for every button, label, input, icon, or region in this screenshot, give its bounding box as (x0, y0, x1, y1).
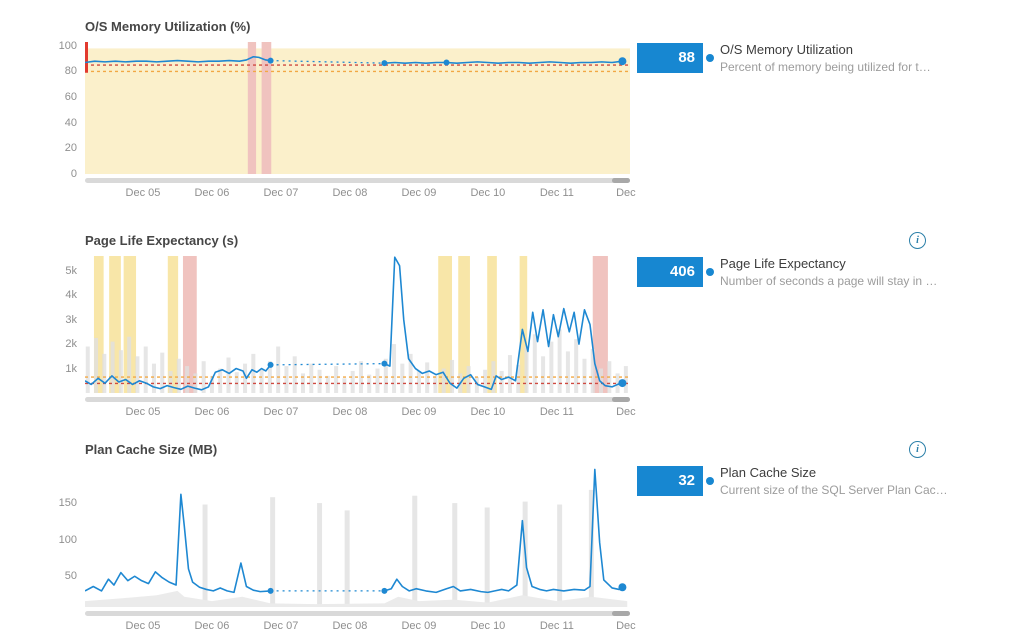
x-tick-label: Dec 11 (539, 406, 574, 418)
y-tick-label: 2k (65, 338, 77, 351)
chart-canvas[interactable] (85, 465, 630, 607)
y-tick-label: 150 (58, 497, 77, 510)
x-tick-label: Dec (616, 187, 636, 199)
info-icon[interactable]: i (909, 440, 926, 458)
chart-column: 5k 4k 3k 2k 1k Dec 05 Dec 06 Dec 07 Dec 08 Dec 0… (0, 256, 636, 421)
chart-section-plan-cache-size: Plan Cache Size (MB) i 150 100 50 Dec 05 De… (0, 440, 1024, 635)
x-tick-label: Dec 06 (194, 187, 230, 199)
x-axis: Dec 05 Dec 06 Dec 07 Dec 08 Dec 09 Dec 10 Dec … (85, 186, 638, 202)
x-tick-label: Dec 06 (194, 620, 230, 632)
scrollbar-handle[interactable] (612, 397, 630, 402)
scrollbar-handle[interactable] (612, 611, 630, 616)
x-tick-label: Dec (616, 406, 636, 418)
x-tick-label: Dec 07 (263, 187, 299, 199)
chart-header: Plan Cache Size (MB) i (85, 440, 926, 458)
x-tick-label: Dec 10 (470, 406, 506, 418)
y-tick-label: 80 (64, 65, 77, 78)
metric-description: Number of seconds a page will stay in … (720, 274, 938, 288)
metric-label[interactable]: Page Life Expectancy (720, 256, 846, 271)
y-tick-label: 5k (65, 264, 77, 277)
x-tick-label: Dec 08 (332, 406, 368, 418)
y-tick-label: 1k (65, 362, 77, 375)
x-tick-label: Dec 10 (470, 620, 506, 632)
x-tick-label: Dec 11 (539, 187, 574, 199)
chart-column: 100 80 60 40 20 0 Dec 05 Dec 06 Dec 07 Dec 08 Dec… (0, 40, 636, 202)
chart-scrollbar[interactable] (85, 178, 630, 183)
x-tick-label: Dec 08 (332, 187, 368, 199)
metric-description: Percent of memory being utilized for t… (720, 60, 931, 74)
metric-description: Current size of the SQL Server Plan Cac… (720, 483, 948, 497)
y-tick-label: 4k (65, 289, 77, 302)
series-dot-icon (706, 54, 714, 62)
series-dot-icon (706, 268, 714, 276)
chart-title: O/S Memory Utilization (%) (85, 18, 251, 34)
x-axis: Dec 05 Dec 06 Dec 07 Dec 08 Dec 09 Dec 10 Dec … (85, 619, 638, 635)
series-dot-icon (706, 477, 714, 485)
x-tick-label: Dec (616, 620, 636, 632)
x-tick-label: Dec 07 (263, 620, 299, 632)
y-tick-label: 0 (70, 168, 77, 180)
x-tick-label: Dec 09 (401, 406, 437, 418)
y-tick-label: 100 (58, 39, 77, 52)
y-tick-label: 40 (64, 116, 77, 129)
chart-header: O/S Memory Utilization (%) (85, 18, 926, 34)
metric-legend: 32 Plan Cache Size Current size of the S… (630, 465, 948, 497)
x-tick-label: Dec 09 (401, 620, 437, 632)
chart-plot[interactable]: 150 100 50 (59, 465, 630, 607)
chart-title: Page Life Expectancy (s) (85, 232, 239, 248)
metric-value-badge[interactable]: 88 (637, 43, 703, 73)
x-tick-label: Dec 05 (125, 620, 161, 632)
chart-scrollbar[interactable] (85, 611, 630, 616)
y-tick-label: 50 (64, 570, 77, 583)
y-tick-label: 3k (65, 313, 77, 326)
chart-scrollbar[interactable] (85, 397, 630, 402)
chart-column: 150 100 50 Dec 05 Dec 06 Dec 07 Dec 08 Dec 09 D… (0, 465, 636, 635)
chart-canvas[interactable] (85, 256, 630, 393)
metric-label[interactable]: Plan Cache Size (720, 465, 817, 480)
metric-legend: 406 Page Life Expectancy Number of secon… (630, 256, 937, 288)
x-tick-label: Dec 07 (263, 406, 299, 418)
x-tick-label: Dec 11 (539, 620, 574, 632)
metric-legend: 88 O/S Memory Utilization Percent of mem… (630, 42, 931, 74)
y-tick-label: 20 (64, 142, 77, 155)
y-tick-label: 100 (58, 533, 77, 546)
scrollbar-handle[interactable] (612, 178, 630, 183)
metric-value-badge[interactable]: 32 (637, 466, 703, 496)
metric-label[interactable]: O/S Memory Utilization (720, 42, 853, 57)
x-tick-label: Dec 08 (332, 620, 368, 632)
x-axis: Dec 05 Dec 06 Dec 07 Dec 08 Dec 09 Dec 10 Dec … (85, 405, 638, 421)
chart-plot[interactable]: 100 80 60 40 20 0 (59, 40, 630, 180)
x-tick-label: Dec 05 (125, 406, 161, 418)
chart-title: Plan Cache Size (MB) (85, 441, 218, 457)
x-tick-label: Dec 09 (401, 187, 437, 199)
x-tick-label: Dec 05 (125, 187, 161, 199)
chart-plot[interactable]: 5k 4k 3k 2k 1k (65, 256, 630, 393)
x-tick-label: Dec 06 (194, 406, 230, 418)
info-icon[interactable]: i (909, 231, 926, 249)
x-tick-label: Dec 10 (470, 187, 506, 199)
chart-section-page-life-expectancy: Page Life Expectancy (s) i 5k 4k 3k 2k 1k De… (0, 231, 1024, 421)
chart-canvas[interactable] (85, 42, 630, 174)
y-tick-label: 60 (64, 91, 77, 104)
metric-value-badge[interactable]: 406 (637, 257, 703, 287)
chart-header: Page Life Expectancy (s) i (85, 231, 926, 249)
chart-section-os-memory: O/S Memory Utilization (%) 100 80 60 40 20 0 … (0, 18, 1024, 202)
